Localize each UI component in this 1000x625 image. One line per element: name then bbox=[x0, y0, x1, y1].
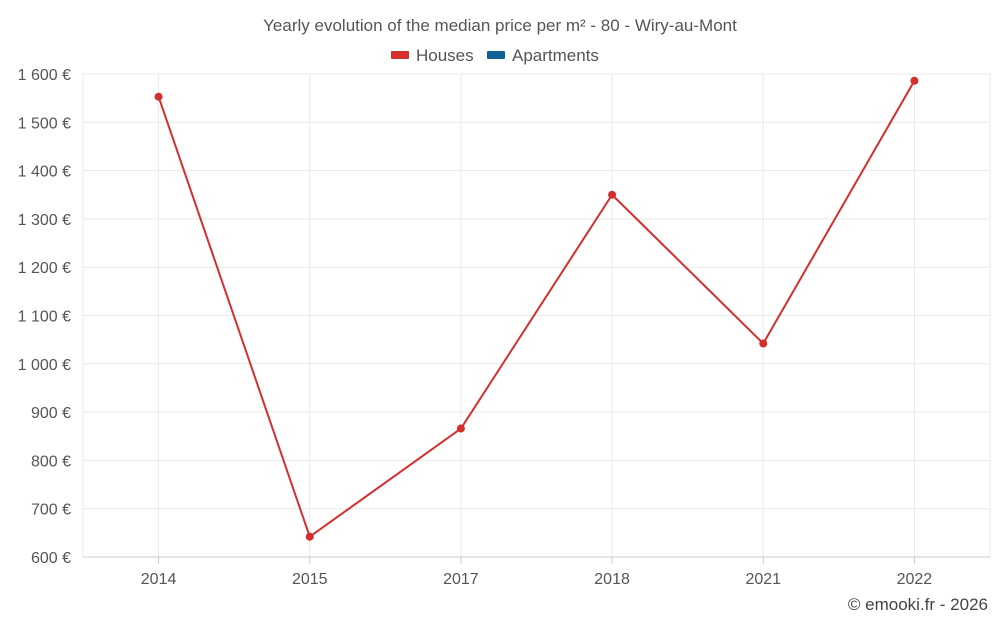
y-tick-label: 1 100 € bbox=[18, 309, 71, 326]
data-point-houses[interactable] bbox=[759, 339, 768, 348]
data-point-houses[interactable] bbox=[154, 92, 163, 101]
legend-swatch-apartments bbox=[487, 51, 505, 59]
series-line-houses bbox=[157, 80, 916, 538]
x-tick-label: 2021 bbox=[745, 571, 781, 588]
series-layer bbox=[154, 76, 919, 541]
legend-item-houses[interactable]: Houses bbox=[416, 46, 474, 65]
y-tick-label: 1 200 € bbox=[18, 260, 71, 277]
data-point-houses[interactable] bbox=[910, 76, 919, 85]
x-tick-label: 2015 bbox=[292, 571, 328, 588]
y-tick-label: 1 400 € bbox=[18, 164, 71, 181]
y-tick-label: 800 € bbox=[31, 453, 71, 470]
chart-title: Yearly evolution of the median price per… bbox=[263, 16, 737, 35]
y-tick-label: 700 € bbox=[31, 502, 71, 519]
y-tick-label: 1 300 € bbox=[18, 212, 71, 229]
x-tick-label: 2022 bbox=[897, 571, 933, 588]
y-tick-label: 1 500 € bbox=[18, 115, 71, 132]
legend-swatch-houses bbox=[391, 51, 409, 59]
y-tick-label: 900 € bbox=[31, 405, 71, 422]
x-tick-label: 2018 bbox=[594, 571, 630, 588]
copyright-footer: © emooki.fr - 2026 bbox=[847, 595, 988, 614]
legend: Houses Apartments bbox=[391, 46, 599, 65]
x-tick-label: 2017 bbox=[443, 571, 479, 588]
legend-item-apartments[interactable]: Apartments bbox=[512, 46, 599, 65]
axes: 600 € 700 € 800 € 900 € 1 000 € 1 100 € 1 200 … bbox=[18, 67, 991, 588]
data-point-houses[interactable] bbox=[608, 190, 617, 199]
y-tick-label: 1 600 € bbox=[18, 67, 71, 84]
y-tick-label: 1 000 € bbox=[18, 357, 71, 374]
x-tick-label: 2014 bbox=[141, 571, 177, 588]
data-point-houses[interactable] bbox=[305, 532, 314, 541]
y-tick-label: 600 € bbox=[31, 550, 71, 567]
data-point-houses[interactable] bbox=[456, 424, 465, 433]
grid bbox=[83, 73, 990, 558]
